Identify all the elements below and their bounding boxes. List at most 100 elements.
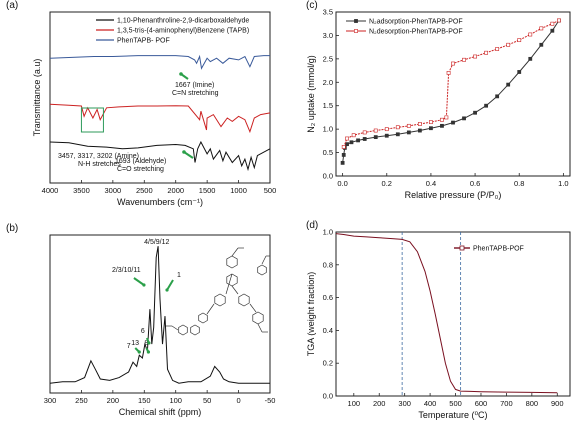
y-tick-label: 2.0	[323, 78, 333, 87]
data-point	[539, 26, 544, 31]
data-point	[440, 117, 444, 122]
x-axis-label: Chemical shift (ppm)	[119, 407, 202, 417]
data-point	[528, 56, 533, 61]
peak-label: 8	[144, 340, 148, 347]
data-point	[557, 18, 561, 23]
ring	[178, 324, 188, 336]
y-tick-label: 3.5	[323, 8, 333, 17]
annotation-arrowhead	[179, 72, 183, 76]
x-tick-label: 0.6	[470, 179, 480, 188]
annotation-label: 1667 (Imine)	[175, 82, 214, 89]
x-tick-label: 100	[348, 399, 361, 408]
data-point	[473, 54, 477, 59]
x-tick-label: 0.2	[382, 179, 392, 188]
series-line-2	[49, 54, 270, 70]
panel-label: (a)	[6, 0, 18, 11]
data-point	[395, 125, 400, 130]
ring	[252, 311, 264, 325]
data-point	[345, 142, 349, 147]
x-tick-label: 3500	[73, 186, 90, 195]
x-tick-label: 200	[107, 396, 120, 405]
data-point	[340, 160, 345, 165]
ring	[257, 264, 267, 276]
legend-label: N₂adsorption-PhenTAPB-POF	[369, 19, 463, 26]
peak-label: 1	[177, 272, 181, 279]
x-tick-label: 150	[138, 396, 151, 405]
data-point	[356, 138, 360, 143]
x-axis-label: Relative pressure (P/P₀)	[405, 190, 502, 200]
data-point	[349, 140, 354, 145]
x-tick-label: 300	[398, 399, 411, 408]
annotation-arrowhead	[146, 350, 150, 354]
data-point	[417, 122, 422, 126]
annotation-arrow	[183, 151, 194, 159]
data-point	[395, 132, 400, 137]
x-tick-label: 900	[551, 399, 564, 408]
data-point	[341, 145, 346, 149]
x-tick-label: 500	[264, 186, 277, 195]
x-tick-label: 1.0	[558, 179, 568, 188]
panel-d: 100 200 300 400 500 600 700 800 900 0.0 0.2 0.4 0.6 0…	[306, 220, 571, 420]
x-tick-label: 800	[526, 399, 539, 408]
ring	[238, 293, 250, 307]
data-point	[495, 47, 500, 51]
data-point	[345, 136, 349, 141]
bond	[171, 325, 179, 331]
data-point	[517, 38, 522, 43]
x-axis-label: Temperature (⁰C)	[418, 410, 487, 420]
y-tick-label: 1.5	[323, 101, 333, 110]
legend-marker	[354, 19, 358, 23]
legend-marker	[354, 29, 358, 33]
x-tick-label: 50	[203, 396, 211, 405]
bond	[261, 255, 267, 265]
peak-label: 4/5/9/12	[144, 239, 169, 246]
data-point	[495, 94, 500, 99]
data-point	[351, 133, 356, 138]
y-axis-label: Transmittance (a.u)	[32, 59, 42, 137]
annotation-arrowhead	[182, 150, 186, 154]
data-point	[550, 21, 555, 26]
series-line-0	[49, 246, 270, 384]
y-tick-label: 0.5	[323, 148, 333, 157]
legend-label: PhenTAPB-POF	[473, 246, 524, 253]
data-point	[406, 130, 411, 135]
annotation-label: C=O stretching	[117, 166, 164, 173]
data-point	[362, 137, 367, 141]
panel-a: 4000 3500 3000 2500 2000 1500 1000 500 Wavenumbe…	[6, 0, 276, 207]
y-tick-label: 0.0	[323, 392, 333, 401]
bond	[257, 323, 263, 333]
bond	[206, 303, 215, 315]
peak-label: 6	[141, 328, 145, 335]
peak-label: 7	[127, 343, 131, 350]
data-point	[384, 133, 389, 138]
legend-label: 1,3,5-tris-(4-aminophenyl)Benzene (TAPB)	[117, 28, 249, 35]
panel-label: (d)	[306, 220, 318, 231]
data-point	[517, 70, 522, 74]
data-point	[384, 127, 389, 132]
y-tick-label: 0.6	[323, 293, 333, 302]
bond	[225, 273, 233, 295]
y-axis-label: N₂ uptake (mmol/g)	[306, 55, 316, 133]
data-point	[528, 32, 533, 37]
series-line-1	[49, 103, 271, 134]
annotation-label: 3457, 3317, 3202 (Amine)	[58, 153, 139, 160]
y-axis-label: TGA (weight fraction)	[306, 272, 316, 357]
y-tick-label: 2.5	[323, 54, 333, 63]
data-point	[440, 123, 444, 128]
plot-frame	[49, 11, 271, 184]
amine-region-box	[80, 107, 104, 133]
plot-frame	[49, 234, 271, 394]
data-point	[373, 135, 378, 140]
data-point	[506, 42, 511, 47]
series-line-1	[343, 19, 560, 148]
y-tick-label: 1.0	[323, 125, 333, 134]
data-point	[451, 120, 455, 125]
molecule-structure	[166, 247, 270, 336]
legend-marker	[459, 245, 465, 251]
x-tick-label: 4000	[42, 186, 59, 195]
ring	[226, 255, 238, 269]
ring	[190, 324, 200, 336]
annotation-arrow	[133, 277, 145, 286]
annotation-label: N-H stretches	[78, 161, 121, 168]
